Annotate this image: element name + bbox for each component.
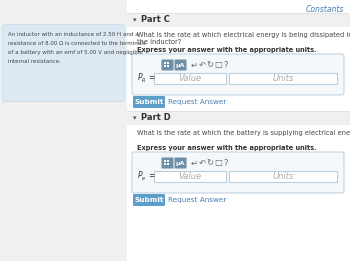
Text: Express your answer with the appropriate units.: Express your answer with the appropriate… <box>137 145 317 151</box>
Text: □: □ <box>214 158 222 168</box>
FancyBboxPatch shape <box>175 60 187 70</box>
Bar <box>229 73 337 84</box>
Text: =: = <box>148 171 154 181</box>
FancyBboxPatch shape <box>132 152 344 193</box>
Text: What is the rate at which electrical energy is being dissipated in the resistanc: What is the rate at which electrical ene… <box>137 32 350 38</box>
Text: Value: Value <box>178 172 202 181</box>
Text: Express your answer with the appropriate units.: Express your answer with the appropriate… <box>137 47 317 53</box>
Text: □: □ <box>214 61 222 69</box>
Bar <box>167 62 169 64</box>
Text: Constants: Constants <box>306 5 344 14</box>
Bar <box>167 163 169 165</box>
Text: Value: Value <box>178 74 202 83</box>
Text: Units: Units <box>272 74 294 83</box>
Text: ↶: ↶ <box>198 158 205 168</box>
Bar <box>167 64 169 67</box>
FancyBboxPatch shape <box>133 194 165 206</box>
Text: R: R <box>142 78 145 82</box>
Text: Submit: Submit <box>134 197 164 203</box>
Bar <box>229 171 337 182</box>
Text: ?: ? <box>224 61 228 69</box>
FancyBboxPatch shape <box>161 60 174 70</box>
Text: μA: μA <box>176 62 185 68</box>
Text: Part C: Part C <box>141 15 170 25</box>
Text: μA: μA <box>176 161 185 165</box>
Bar <box>163 163 166 165</box>
Text: Request Answer: Request Answer <box>168 99 226 105</box>
Text: resistance of 8.00 Ω is connected to the terminals: resistance of 8.00 Ω is connected to the… <box>8 41 146 46</box>
Bar <box>167 159 169 162</box>
FancyBboxPatch shape <box>2 25 125 102</box>
Text: of a battery with an emf of 5.00 V and negligible: of a battery with an emf of 5.00 V and n… <box>8 50 143 55</box>
Text: Submit: Submit <box>134 99 164 105</box>
Text: ▾: ▾ <box>133 17 136 23</box>
Text: Units: Units <box>272 172 294 181</box>
Text: internal resistance.: internal resistance. <box>8 59 61 64</box>
Bar <box>154 171 226 182</box>
Text: ↵: ↵ <box>190 158 197 168</box>
FancyBboxPatch shape <box>133 96 165 108</box>
Text: P: P <box>138 74 143 82</box>
Bar <box>127 0 350 261</box>
Text: An inductor with an inductance of 2.50 H and a: An inductor with an inductance of 2.50 H… <box>8 32 139 37</box>
FancyBboxPatch shape <box>161 157 174 169</box>
Text: ↵: ↵ <box>190 61 197 69</box>
Text: ▾: ▾ <box>133 115 136 121</box>
Text: e: e <box>142 175 145 181</box>
FancyBboxPatch shape <box>132 54 344 95</box>
Text: Request Answer: Request Answer <box>168 197 226 203</box>
Text: ?: ? <box>224 158 228 168</box>
Text: ↻: ↻ <box>206 158 214 168</box>
Bar <box>127 111 350 125</box>
Bar <box>154 73 226 84</box>
Text: P: P <box>138 171 143 181</box>
Bar <box>163 64 166 67</box>
Text: =: = <box>148 74 154 82</box>
Text: ↶: ↶ <box>198 61 205 69</box>
Bar <box>163 62 166 64</box>
Bar <box>163 159 166 162</box>
Text: ↻: ↻ <box>206 61 214 69</box>
Text: What is the rate at which the battery is supplying electrical energy to the circ: What is the rate at which the battery is… <box>137 130 350 136</box>
FancyBboxPatch shape <box>175 157 187 169</box>
Bar <box>127 13 350 27</box>
Text: the inductor?: the inductor? <box>137 39 181 45</box>
Text: Part D: Part D <box>141 114 171 122</box>
